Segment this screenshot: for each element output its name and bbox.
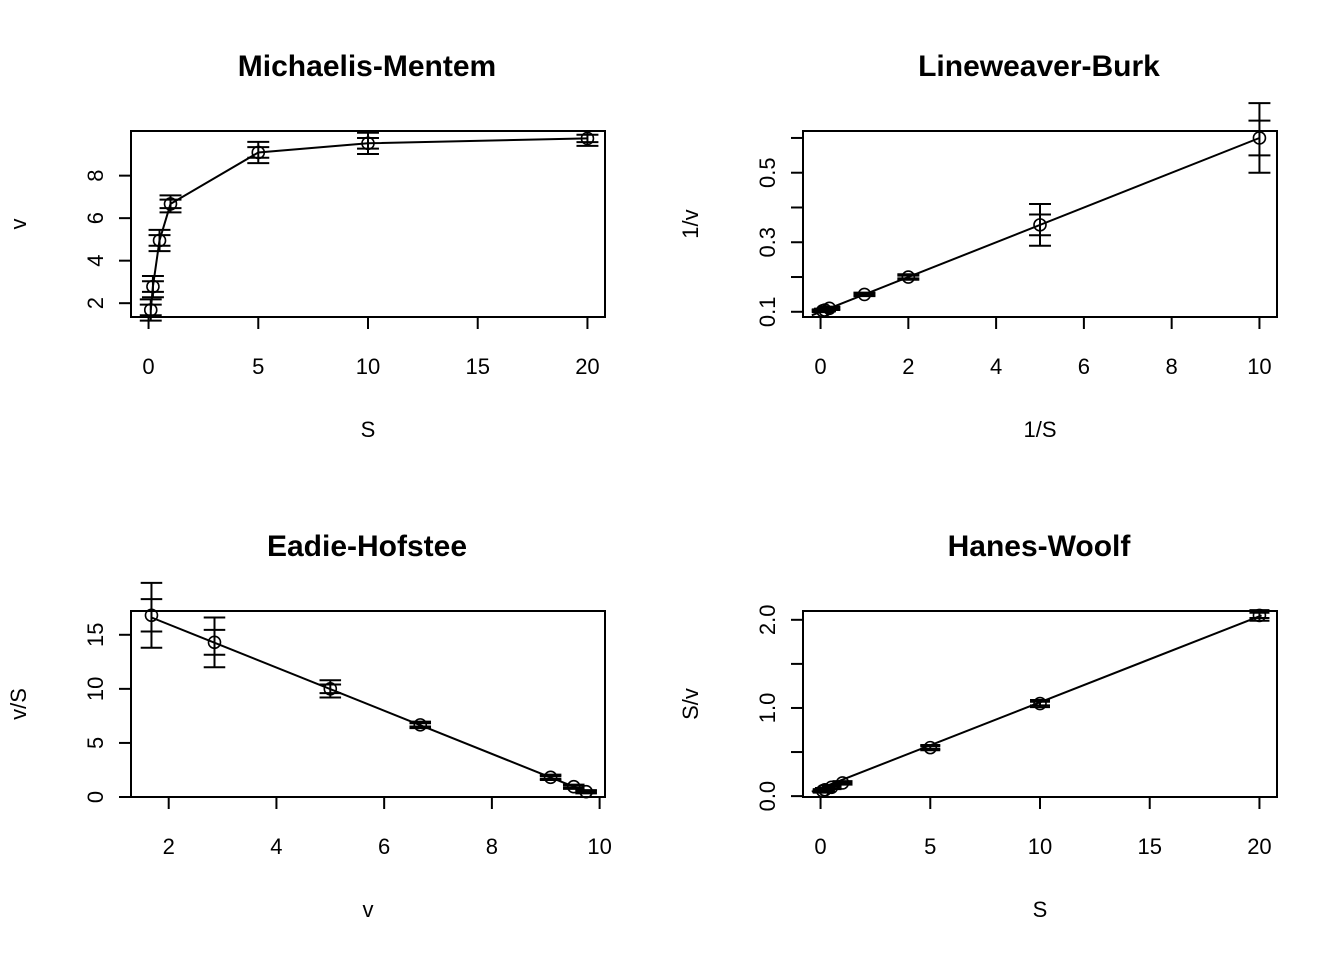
y-axis-label: S/v [678,688,703,720]
data-point [566,779,581,794]
data-point [323,682,338,696]
x-tick-label: 15 [1137,834,1161,859]
y-axis-label: v [6,219,31,230]
data-layer [811,102,1271,318]
x-axis-label: S [1033,897,1048,922]
y-tick-label: 0.3 [755,227,780,258]
x-tick-label: 0 [814,354,826,379]
data-point [1252,131,1267,145]
y-tick-label: 0.5 [755,157,780,188]
data-point [207,635,222,650]
y-tick-label: 10 [83,677,108,701]
data-point [923,740,938,755]
x-tick-label: 10 [1028,834,1052,859]
panel-title: Eadie-Hofstee [267,530,467,563]
y-tick-label: 2 [83,297,108,309]
y-tick-label: 6 [83,212,108,224]
y-axis: 0 5 10 15 [83,623,132,803]
data-point [543,770,558,785]
data-point [251,145,266,160]
series-line [811,614,1262,793]
x-axis-label: v [363,897,374,922]
data-point [580,131,595,146]
y-tick-label: 0 [83,791,108,803]
x-tick-label: 10 [356,354,380,379]
x-axis-label: S [361,417,376,442]
y-tick-label: 0.1 [755,296,780,327]
series-line [149,137,588,311]
x-tick-label: 8 [486,834,498,859]
x-tick-label: 20 [575,354,599,379]
x-axis: 2 4 6 8 10 [163,796,612,859]
x-tick-label: 2 [902,354,914,379]
y-tick-label: 1.0 [755,693,780,724]
data-point [146,279,160,294]
panel-title: Hanes-Woolf [948,530,1132,563]
panel-michaelis-menten: Michaelis-Mentem S v 0 5 10 15 20 2 4 6 8 [6,50,606,442]
y-tick-label: 2.0 [755,605,780,636]
data-point [1033,218,1047,232]
y-tick-label: 5 [83,737,108,749]
data-point [152,233,167,248]
plot-frame [130,130,606,318]
x-tick-label: 8 [1166,354,1178,379]
data-point [413,718,428,732]
x-axis: 0 5 10 15 20 [814,796,1272,859]
x-tick-label: 6 [378,834,390,859]
data-point [822,301,837,316]
panel-title: Michaelis-Mentem [238,50,496,83]
data-point [143,303,158,317]
data-point [163,197,178,211]
data-point [1252,608,1267,623]
panel-eadie-hofstee: Eadie-Hofstee v v/S 2 4 6 8 10 0 5 10 15 [6,530,612,922]
x-tick-label: 6 [1078,354,1090,379]
data-point [901,270,916,284]
x-tick-label: 15 [465,354,489,379]
series-line [811,137,1260,317]
x-tick-label: 10 [587,834,611,859]
x-tick-label: 0 [142,354,154,379]
y-tick-label: 8 [83,170,108,182]
data-point [361,136,375,151]
panel-lineweaver-burk: Lineweaver-Burk 1/S 1/v 0 2 4 6 8 10 0.10.30.… [678,50,1278,442]
data-point [579,784,593,799]
y-axis-label: 1/v [678,209,703,238]
data-point [144,608,159,623]
x-axis: 0 5 10 15 20 [142,316,600,379]
x-axis: 0 2 4 6 8 10 [814,316,1272,379]
x-tick-label: 10 [1247,354,1271,379]
data-point [1033,696,1047,711]
y-tick-label: 0.0 [755,781,780,812]
x-tick-label: 4 [990,354,1002,379]
y-axis: 0.1 0.3 0.5 [755,136,804,327]
x-tick-label: 0 [814,834,826,859]
x-tick-label: 5 [924,834,936,859]
x-tick-label: 20 [1247,834,1271,859]
panel-title: Lineweaver-Burk [918,50,1160,83]
panel-hanes-woolf: Hanes-Woolf S S/v 0 5 10 15 20 0.0 1.0 2.0 [678,530,1278,922]
y-tick-label: 15 [83,623,108,647]
y-axis: 0.0 1.0 2.0 [755,605,804,812]
x-tick-label: 5 [252,354,264,379]
data-layer [811,608,1270,798]
y-axis: 2 4 6 8 [83,170,132,309]
x-axis-label: 1/S [1023,417,1056,442]
y-axis-label: v/S [6,688,31,720]
data-point [857,287,872,302]
data-point [835,776,850,790]
x-tick-label: 4 [270,834,282,859]
x-tick-label: 2 [163,834,175,859]
series-line [151,616,592,795]
data-layer [140,581,597,799]
y-tick-label: 4 [83,255,108,267]
data-layer [139,130,599,322]
